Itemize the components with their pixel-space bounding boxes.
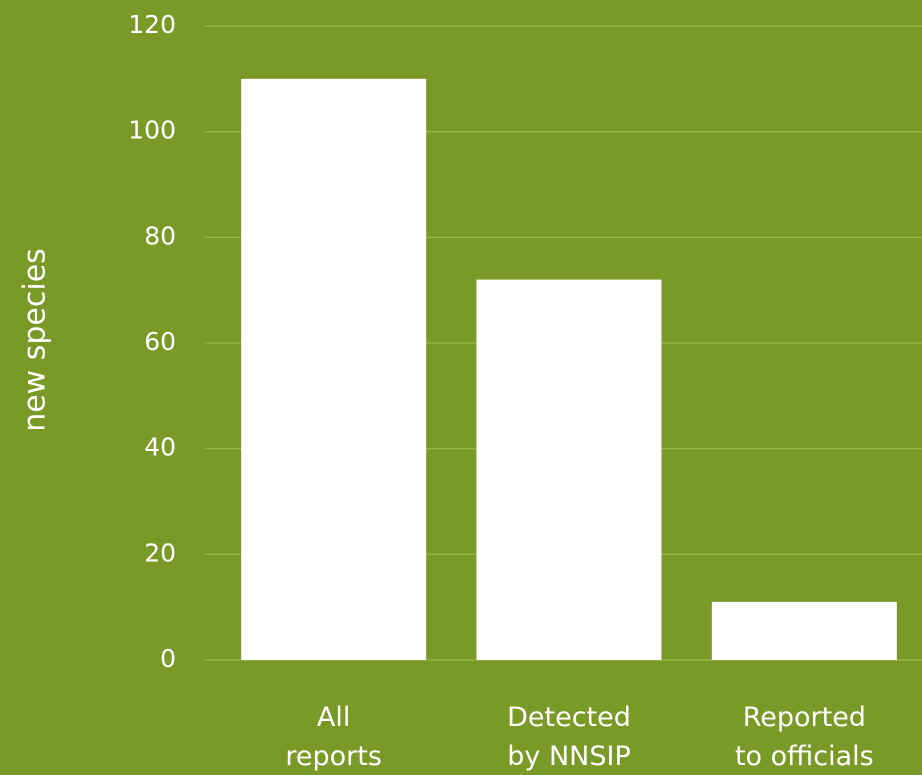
y-tick-label: 20 [144,538,176,567]
y-axis-label: new species [18,248,53,432]
bar [241,78,427,661]
x-tick-label: Detected by NNSIP [507,702,631,772]
x-tick-label: Reported to officials [735,702,874,772]
bar [711,601,897,660]
y-tick-label: 100 [128,116,176,145]
y-tick-label: 0 [160,644,176,673]
bar [476,279,662,660]
y-tick-label: 120 [128,10,176,39]
x-tick-label: All reports [285,702,382,772]
y-tick-label: 60 [144,327,176,356]
y-tick-label: 40 [144,433,176,462]
y-tick-label: 80 [144,221,176,250]
